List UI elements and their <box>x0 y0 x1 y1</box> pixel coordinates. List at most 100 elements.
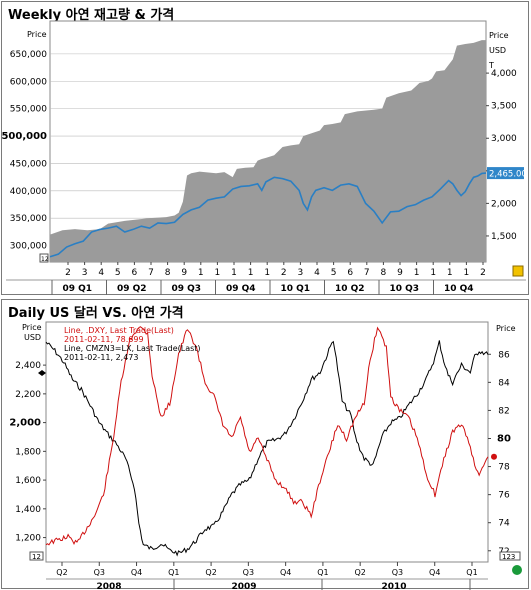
x-year-label: 2008 <box>96 582 121 590</box>
y-right-axis-label: USD <box>489 46 506 55</box>
x-tick-label: 1 <box>248 268 254 278</box>
corner-box <box>39 253 49 263</box>
legend-entry: 2011-02-11, 2,473 <box>64 353 138 362</box>
y-left-axis-label: USD <box>24 333 41 342</box>
inventory-price-chart-panel: Weekly 아연 재고량 & 가격 650,000 600,000 550,000… <box>1 1 529 295</box>
chart-title: Weekly 아연 재고량 & 가격 <box>8 8 175 23</box>
y-right-tick-label: 78 <box>498 463 510 473</box>
x-tick-label: Q2 <box>354 568 365 577</box>
corner-left-label: 12 <box>32 553 41 561</box>
x-tick-label: Q3 <box>94 568 105 577</box>
x-tick-label: 4 <box>98 268 104 278</box>
x-tick-label: 3 <box>82 268 88 278</box>
x-tick-label: 1 <box>264 268 270 278</box>
last-value-box <box>487 167 524 180</box>
x-tick-label: 2 <box>281 268 287 278</box>
reset-zoom-icon[interactable] <box>512 265 524 277</box>
x-tick-label: 8 <box>165 268 171 278</box>
status-icon[interactable] <box>512 565 522 575</box>
y-left-axis-label: Price <box>27 30 47 39</box>
y-left-tick-label: 300,000 <box>10 242 47 252</box>
y-right-tick-label: 76 <box>498 491 510 501</box>
x-tick-label: Q4 <box>131 568 142 577</box>
x-tick-label: 4 <box>314 268 320 278</box>
corner-right-label: 123 <box>502 553 515 561</box>
x-year-label: 2009 <box>231 582 256 590</box>
inventory-price-chart[interactable]: 650,000 600,000 550,000 500,000 450,000 400,0… <box>2 2 530 296</box>
chart-title: Daily US 달러 VS. 아연 가격 <box>8 306 184 321</box>
x-period-label: 09 Q3 <box>171 284 201 294</box>
y-left-axis-label: Price <box>22 323 42 332</box>
x-tick-label: 6 <box>347 268 353 278</box>
y-left-tick-label: 2,200 <box>15 390 41 400</box>
corner-left-label: 12 <box>41 256 49 263</box>
legend-entry: Line, CMZN3=LX, Last Trade(Last) <box>64 344 201 353</box>
x-tick-label: 1 <box>231 268 237 278</box>
x-tick-label: 1 <box>464 268 470 278</box>
y-left-tick-label: 1,400 <box>15 505 41 515</box>
x-tick-label: Q1 <box>317 568 328 577</box>
y-right-tick-label: 84 <box>498 378 510 388</box>
y-left-tick-label: 650,000 <box>10 50 47 60</box>
corner-box <box>29 551 44 561</box>
x-tick-label: 9 <box>181 268 187 278</box>
y-left-tick-label: 350,000 <box>10 214 47 224</box>
x-tick-label: 2 <box>480 268 486 278</box>
x-tick-label: 1 <box>430 268 436 278</box>
y-left-tick-label: 1,800 <box>15 447 41 457</box>
x-tick-label: 6 <box>132 268 138 278</box>
x-tick-label: Q2 <box>205 568 216 577</box>
x-tick-label: Q1 <box>168 568 179 577</box>
x-tick-label: Q1 <box>466 568 477 577</box>
y-left-tick-label: 1,200 <box>15 534 41 544</box>
y-left-tick-label: 1,600 <box>15 476 41 486</box>
x-tick-label: 5 <box>115 268 121 278</box>
x-tick-label: 1 <box>447 268 453 278</box>
x-period-label: 10 Q4 <box>444 284 474 294</box>
y-right-tick-label: 82 <box>498 406 509 416</box>
x-period-label: 10 Q3 <box>389 284 419 294</box>
y-right-tick-label: 80 <box>497 433 511 444</box>
x-tick-label: 1 <box>215 268 221 278</box>
x-tick-label: 7 <box>364 268 370 278</box>
x-tick-label: 2 <box>65 268 71 278</box>
y-left-tick-label: 2,400 <box>15 361 41 371</box>
y-right-axis-label: Price <box>496 324 516 333</box>
x-tick-label: 1 <box>414 268 420 278</box>
y-right-tick-label: 4,000 <box>491 69 517 79</box>
y-left-tick-label: 500,000 <box>2 131 47 142</box>
x-tick-label: Q2 <box>56 568 67 577</box>
last-value-label: 2,465.00 <box>489 170 527 180</box>
zinc-price-line <box>45 340 489 557</box>
x-period-label: 10 Q1 <box>280 284 310 294</box>
y-right-tick-label: 74 <box>498 519 510 529</box>
dollar-index-line <box>45 326 489 546</box>
y-left-tick-label: 600,000 <box>10 77 47 87</box>
y-left-tick-label: 400,000 <box>10 187 47 197</box>
x-tick-label: Q3 <box>392 568 403 577</box>
legend-entry: 2011-02-11, 78.699 <box>64 335 144 344</box>
x-year-label: 2010 <box>381 582 406 590</box>
x-tick-label: Q4 <box>429 568 440 577</box>
legend-entry: Line, .DXY, Last Trade(Last) <box>64 326 174 335</box>
x-tick-label: Q3 <box>243 568 254 577</box>
usd-zinc-chart[interactable]: 2,400 2,200 2,000 1,800 1,600 1,400 1,200 86 84 8… <box>2 300 530 590</box>
y-left-tick-label: 550,000 <box>10 105 47 115</box>
x-period-label: 10 Q2 <box>335 284 365 294</box>
x-tick-label: 9 <box>397 268 403 278</box>
y-right-tick-label: 3,500 <box>491 102 517 112</box>
right-axis-marker <box>491 453 497 460</box>
x-period-label: 09 Q4 <box>226 284 256 294</box>
y-right-tick-label: 1,500 <box>491 232 517 242</box>
y-left-tick-label: 450,000 <box>10 159 47 169</box>
usd-zinc-chart-panel: Daily US 달러 VS. 아연 가격 2,400 2,200 2,000 1,8… <box>1 299 530 590</box>
x-period-label: 09 Q2 <box>117 284 147 294</box>
x-tick-label: 3 <box>298 268 304 278</box>
x-tick-label: 7 <box>148 268 154 278</box>
y-right-tick-label: 86 <box>498 350 510 360</box>
y-right-axis-label: T <box>488 61 494 70</box>
y-right-tick-label: 3,000 <box>491 134 517 144</box>
y-right-tick-label: 2,000 <box>491 199 517 209</box>
price-line <box>49 172 487 258</box>
x-tick-label: 1 <box>198 268 204 278</box>
